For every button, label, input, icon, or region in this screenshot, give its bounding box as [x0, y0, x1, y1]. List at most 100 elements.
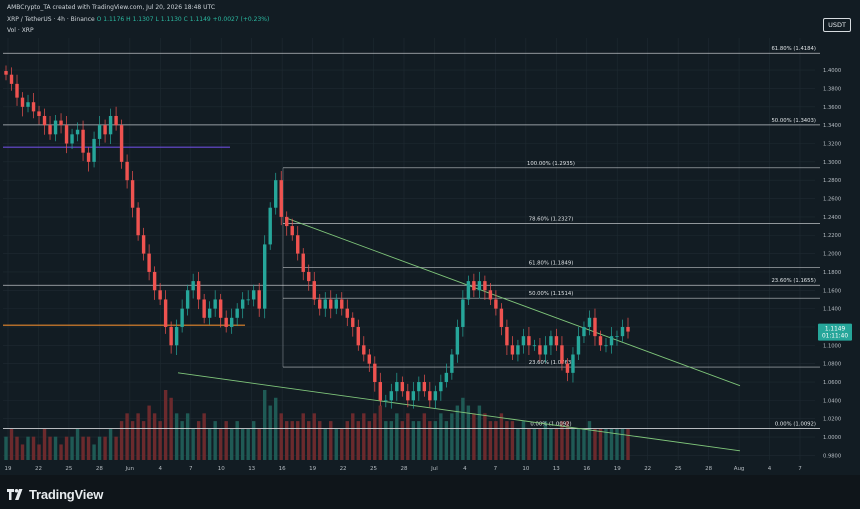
candle-body: [125, 161, 129, 181]
volume-bar: [31, 436, 36, 460]
time-tick-label: 19: [614, 466, 621, 472]
candle-body: [169, 326, 173, 346]
volume-bar: [92, 444, 96, 460]
volume-bar: [163, 390, 168, 460]
volume-bar: [604, 428, 608, 460]
volume-bar: [593, 428, 597, 460]
price-axis: 1.4000 1.3800 1.3600 1.3400 1.3200 1.3000 1.28…: [818, 68, 852, 459]
time-tick-label: Jun: [125, 466, 135, 472]
volume-bar: [246, 428, 250, 460]
volume-bar: [81, 436, 85, 460]
candle-body: [103, 125, 107, 135]
volume-bar: [158, 421, 162, 460]
candle-body: [196, 281, 201, 300]
symbol-header[interactable]: XRP / TetherUS · 4h · Binance O 1.1176 H…: [7, 16, 269, 23]
volume-bar: [318, 421, 322, 460]
candle-body: [334, 299, 338, 309]
volume-bar: [620, 428, 625, 460]
candle-body: [37, 111, 41, 116]
last-price-tag: [818, 323, 852, 341]
volume-bar: [229, 428, 234, 460]
candle-body: [598, 336, 603, 346]
candle-body: [560, 345, 564, 364]
candle-body: [609, 336, 614, 346]
volume-bar: [257, 428, 261, 460]
candle-body: [582, 326, 586, 337]
volume-bar: [202, 413, 206, 460]
volume-bar: [108, 428, 113, 460]
volume-bar: [356, 421, 360, 460]
volume-bar: [70, 436, 74, 460]
price-tick-label: 1.0000: [823, 435, 841, 441]
price-tick-label: 1.1400: [823, 307, 841, 313]
volume-bar: [218, 428, 223, 460]
time-tick-label: 4: [463, 466, 467, 472]
price-tick-label: 1.2600: [823, 197, 841, 203]
brand-name: TradingView: [29, 487, 104, 502]
volume-bar: [323, 428, 327, 460]
fib-level-label: 50.00% (1.3403): [771, 118, 816, 124]
volume-bar: [472, 413, 476, 460]
price-tick-label: 1.3800: [823, 86, 841, 92]
candle-body: [378, 382, 383, 401]
volume-bar: [499, 413, 504, 460]
volume-bar: [549, 428, 553, 460]
volume-bar: [125, 413, 129, 460]
volume-bar: [130, 421, 135, 460]
candle-body: [75, 129, 80, 135]
candle-body: [323, 299, 327, 309]
candle-body: [147, 253, 151, 272]
price-tick-label: 1.1600: [823, 288, 841, 294]
candle-body: [395, 382, 399, 392]
currency-badge[interactable]: USDT: [823, 18, 851, 32]
candle-body: [191, 281, 195, 291]
volume-bar: [207, 428, 212, 460]
candle-body: [384, 400, 388, 402]
volume-bar: [406, 413, 410, 460]
volume-bar: [334, 428, 338, 460]
candle-body: [114, 115, 118, 126]
volume-bar: [285, 421, 289, 460]
price-tick-label: 1.2000: [823, 252, 841, 258]
candle-body: [439, 382, 443, 392]
price-tick-label: 1.1000: [823, 343, 841, 349]
candle-body: [81, 129, 85, 153]
tradingview-logo[interactable]: TradingView: [7, 487, 103, 502]
candle-body: [351, 317, 355, 327]
candle-body: [527, 336, 531, 346]
time-tick-label: 4: [768, 466, 772, 472]
volume-legend[interactable]: Vol · XRP: [7, 27, 34, 34]
time-tick-label: 13: [553, 466, 560, 472]
volume-bar: [587, 421, 592, 460]
fib-level-label: 61.80% (1.1849): [529, 260, 574, 266]
volume-bar: [296, 421, 300, 460]
volume-bar: [351, 413, 355, 460]
volume-bar: [185, 413, 190, 460]
candle-body: [185, 290, 190, 309]
candle-body: [20, 97, 25, 107]
candle-body: [362, 345, 366, 355]
time-tick-label: 28: [96, 466, 103, 472]
volume-bar: [422, 413, 427, 460]
candle-body: [406, 391, 410, 401]
candle-body: [345, 308, 349, 318]
candle-body: [64, 125, 69, 144]
candle-body: [461, 299, 465, 327]
volume-bar: [119, 421, 124, 460]
volume-bar: [174, 413, 179, 460]
candle-body: [571, 354, 575, 373]
candle-body: [152, 271, 157, 291]
volume-bar: [213, 421, 217, 460]
price-tick-label: 1.0200: [823, 417, 841, 423]
volume-bar: [4, 436, 8, 460]
candle-body: [163, 299, 168, 327]
candle-body: [494, 299, 498, 309]
volume-bar: [543, 421, 548, 460]
volume-bar: [59, 444, 63, 460]
candle-body: [532, 345, 537, 347]
volume-bar: [224, 421, 228, 460]
volume-bar: [417, 421, 421, 460]
candle-body: [543, 345, 548, 355]
candle-body: [263, 244, 267, 309]
